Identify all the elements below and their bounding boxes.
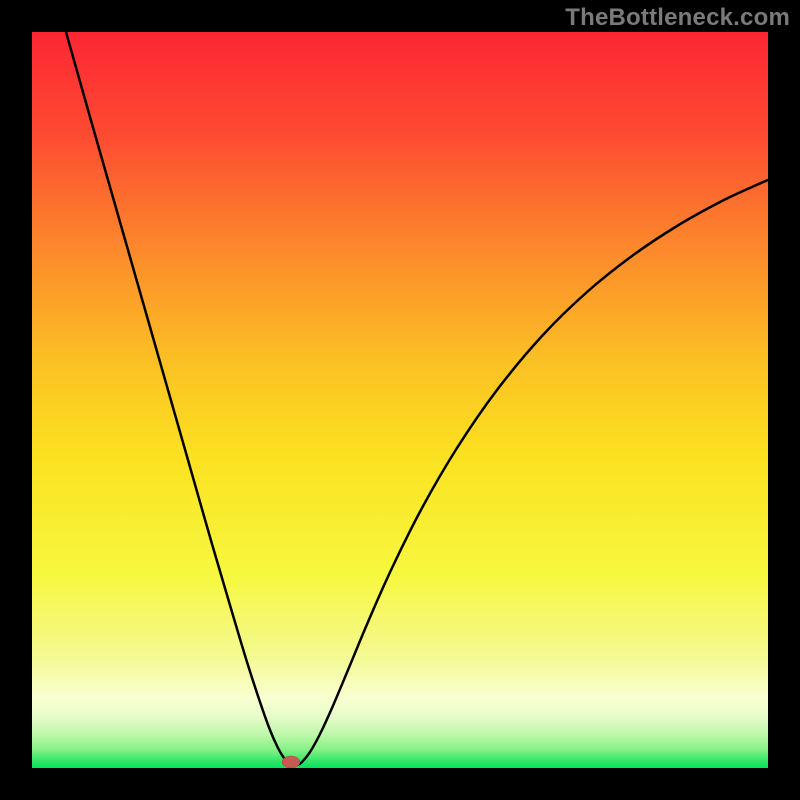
chart-frame: TheBottleneck.com (0, 0, 800, 800)
chart-svg (32, 32, 768, 768)
watermark-text: TheBottleneck.com (565, 4, 790, 32)
chart-background (32, 32, 768, 768)
minimum-marker (282, 756, 300, 768)
plot-area (32, 32, 768, 768)
